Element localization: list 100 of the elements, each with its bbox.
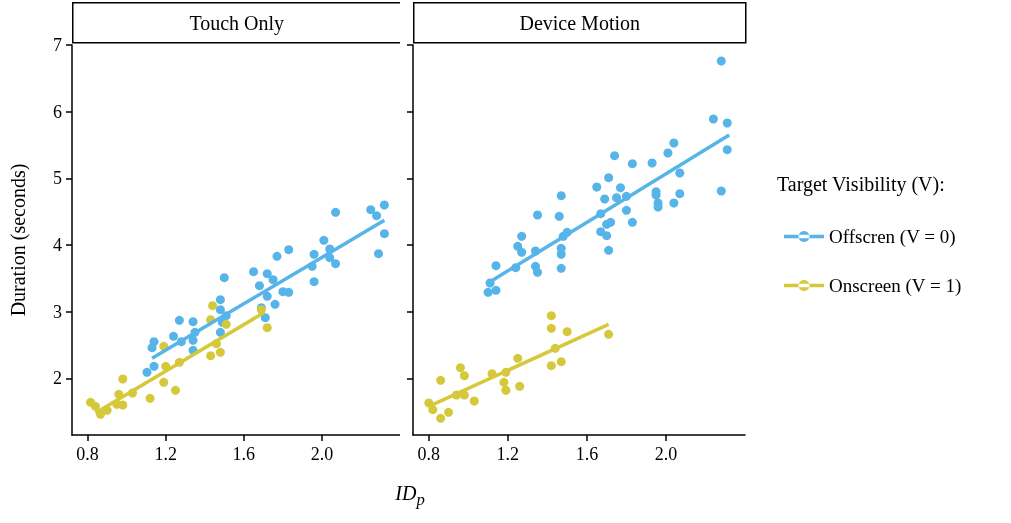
y-axis-title: Duration (seconds): [7, 163, 30, 317]
point: [436, 375, 446, 385]
point: [270, 299, 280, 309]
x-axis-title: ID$_{p}$: [394, 482, 426, 510]
y-tick-label: 7: [53, 35, 62, 55]
point: [174, 315, 184, 325]
point: [118, 400, 128, 410]
point: [604, 329, 614, 339]
point: [331, 259, 341, 269]
x-tick-label: 0.8: [76, 444, 99, 464]
point: [469, 396, 479, 406]
point: [260, 313, 270, 323]
point: [533, 267, 542, 277]
point: [556, 263, 566, 273]
point: [604, 245, 614, 255]
point: [491, 285, 501, 295]
point: [501, 385, 511, 395]
point: [592, 182, 602, 192]
point: [219, 273, 229, 283]
point: [169, 331, 179, 341]
point: [722, 145, 732, 155]
point: [436, 413, 446, 423]
point: [215, 305, 225, 315]
point: [284, 245, 294, 255]
point: [262, 269, 272, 279]
point: [602, 219, 612, 229]
x-tick-label: 1.6: [575, 444, 599, 464]
point: [627, 217, 637, 227]
point: [331, 207, 341, 217]
point: [716, 56, 726, 66]
point: [513, 353, 523, 363]
point: [149, 337, 159, 347]
point: [319, 235, 329, 245]
point: [722, 118, 732, 128]
point: [284, 287, 294, 297]
legend-label: Offscren (V = 0): [829, 226, 956, 248]
point: [142, 367, 152, 377]
point: [262, 291, 272, 301]
point: [708, 114, 718, 124]
point: [188, 317, 198, 327]
point: [379, 229, 389, 239]
point: [215, 295, 225, 305]
y-tick-label: 3: [53, 301, 62, 322]
point: [596, 227, 606, 237]
point: [517, 247, 527, 257]
point: [604, 173, 614, 183]
point: [483, 287, 493, 297]
point: [206, 351, 216, 361]
point: [546, 323, 556, 333]
point: [249, 267, 259, 277]
point: [602, 231, 612, 241]
point: [675, 168, 685, 178]
point: [208, 301, 218, 311]
point: [309, 277, 319, 287]
point: [675, 189, 685, 199]
point: [455, 363, 465, 373]
point: [647, 158, 657, 168]
point: [221, 319, 231, 329]
point: [215, 347, 225, 357]
point: [374, 249, 384, 259]
y-tick-label: 4: [53, 235, 62, 255]
point: [627, 159, 637, 169]
point: [379, 200, 389, 210]
point: [610, 151, 620, 161]
point: [669, 138, 679, 148]
point: [428, 405, 438, 415]
point: [515, 381, 525, 391]
y-tick-label: 5: [53, 168, 62, 189]
x-tick-label: 2.0: [310, 444, 334, 464]
y-tick-label: 6: [53, 101, 62, 122]
y-tick-label: 2: [53, 368, 62, 389]
point: [309, 249, 319, 259]
point: [562, 327, 572, 337]
point: [145, 393, 155, 403]
point: [272, 251, 282, 261]
point: [444, 407, 454, 417]
x-tick-label: 1.6: [232, 444, 256, 464]
point: [612, 193, 622, 203]
point: [118, 374, 128, 384]
point: [600, 194, 610, 204]
x-tick-label: 0.8: [417, 444, 441, 464]
x-tick-label: 1.2: [496, 444, 520, 464]
point: [533, 210, 542, 220]
point: [90, 401, 100, 411]
point: [556, 357, 566, 367]
chart-title: Device Motion: [519, 11, 641, 34]
point: [262, 323, 272, 333]
point: [556, 191, 566, 201]
point: [254, 281, 264, 291]
point: [546, 361, 556, 371]
point: [215, 327, 225, 337]
point: [491, 261, 501, 271]
point: [716, 186, 726, 196]
point: [459, 371, 469, 381]
legend-title: Target Visibility (V):: [777, 173, 945, 196]
point: [188, 335, 198, 345]
point: [268, 275, 278, 285]
point: [170, 385, 180, 395]
point: [554, 211, 564, 221]
point: [372, 211, 382, 221]
